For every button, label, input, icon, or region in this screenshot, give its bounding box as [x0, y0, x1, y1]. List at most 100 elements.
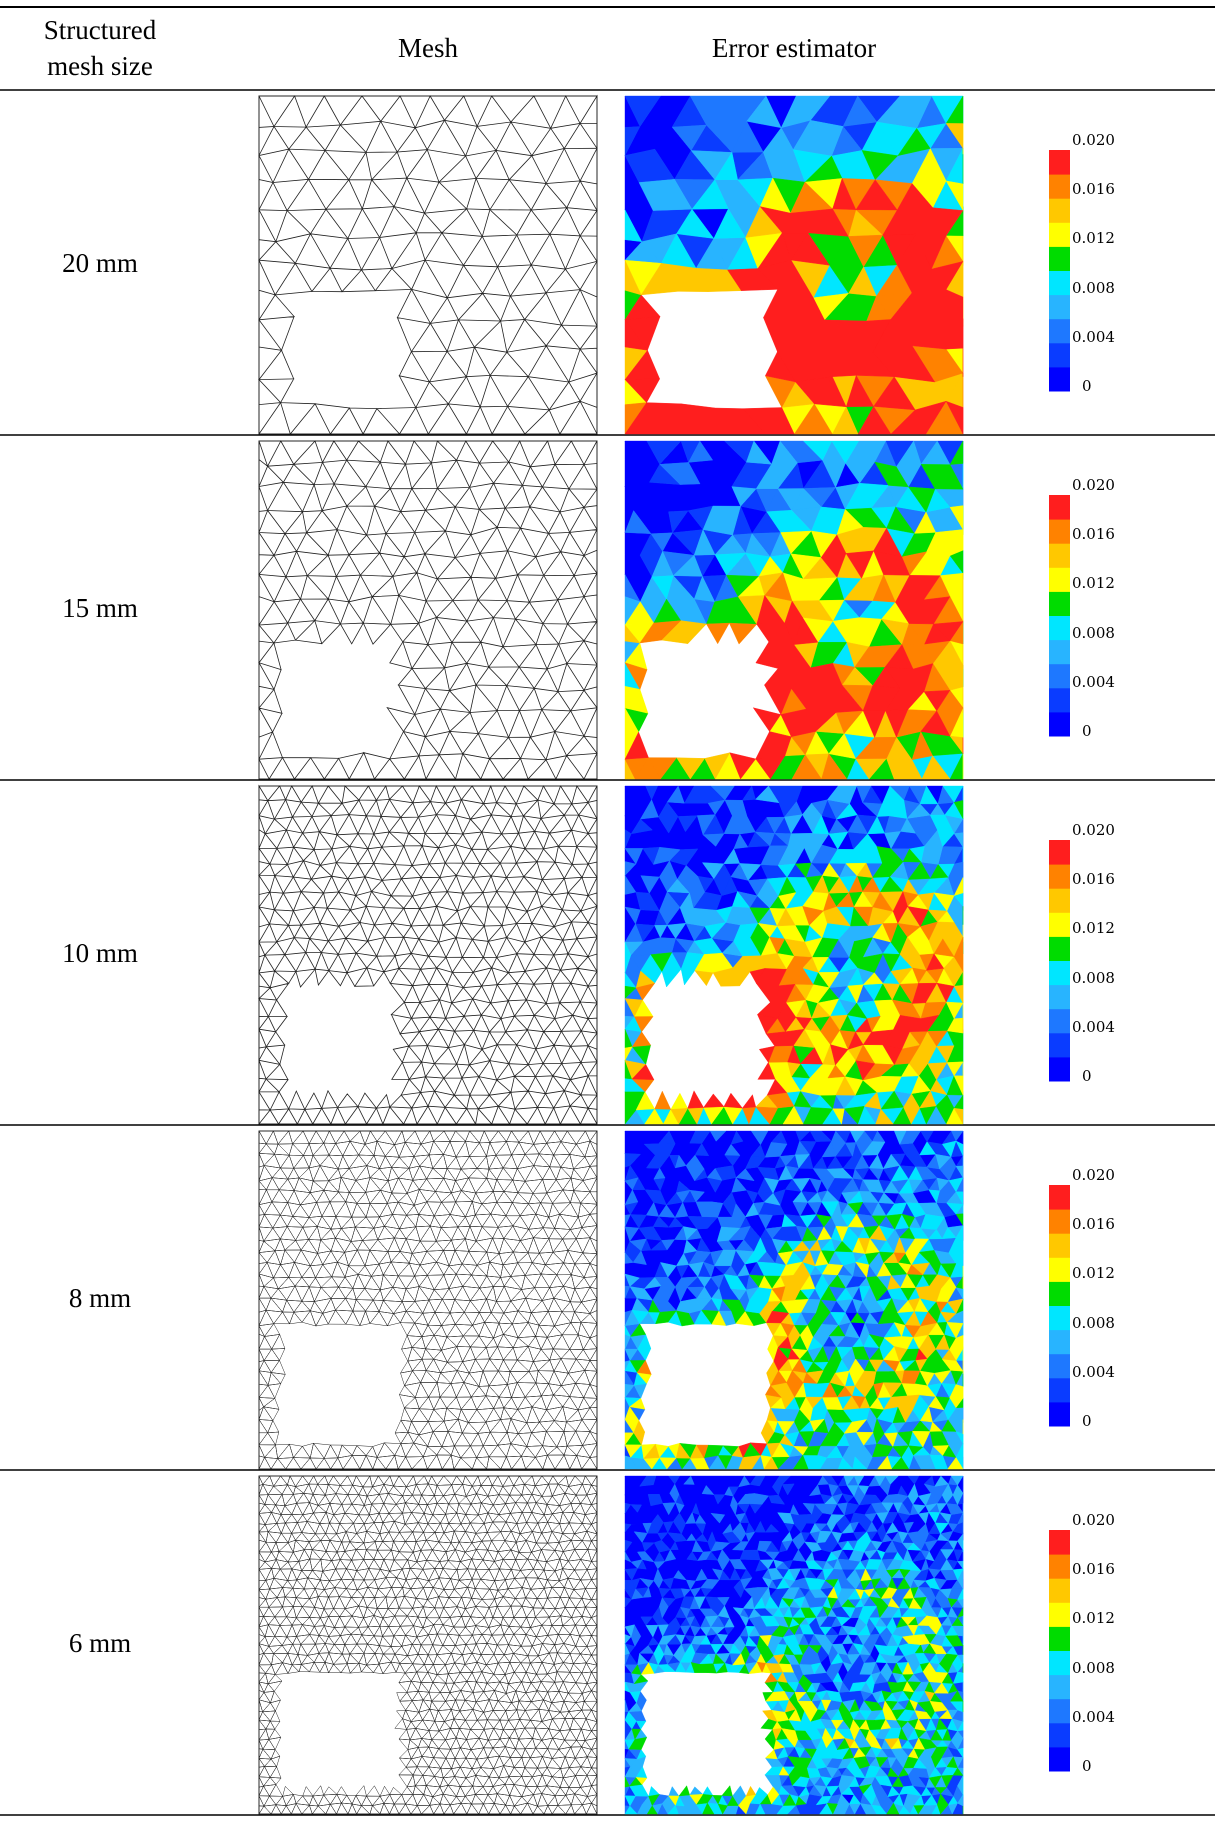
- colorbar-band: [1049, 1722, 1070, 1748]
- colorbar-label: 0.012: [1072, 574, 1115, 593]
- colorbar-band: [1049, 270, 1070, 296]
- colorbar-band: [1049, 1032, 1070, 1058]
- colorbar-band: [1049, 342, 1070, 368]
- colorbar-label: 0.012: [1072, 229, 1115, 248]
- colorbar-label: 0.004: [1072, 1707, 1115, 1726]
- colorbar-band: [1049, 366, 1070, 392]
- colorbar-label: 0: [1082, 1067, 1092, 1085]
- mesh: [258, 784, 598, 1126]
- colorbar-band: [1049, 294, 1070, 320]
- colorbar-band: [1049, 1578, 1070, 1603]
- colorbar-band: [1049, 1257, 1070, 1282]
- colorbar-band: [1049, 1626, 1070, 1651]
- colorbar-label: 0.008: [1072, 968, 1115, 987]
- mesh: [258, 440, 598, 781]
- row-label: 20 mm: [62, 247, 138, 278]
- colorbar-band: [1049, 864, 1070, 889]
- colorbar-label: 0.008: [1072, 1658, 1115, 1677]
- estimator-cells: [738, 1310, 928, 1458]
- colorbar-band: [1049, 1281, 1070, 1306]
- estimator-cells: [756, 1661, 778, 1683]
- colorbar-band: [1049, 1185, 1070, 1210]
- colorbar-band: [1049, 1056, 1070, 1082]
- row-label: 6 mm: [68, 1627, 132, 1658]
- colorbar-band: [1049, 912, 1070, 937]
- colorbar-label: 0.004: [1072, 1362, 1115, 1381]
- colorbar-band: [1049, 318, 1070, 344]
- colorbar-band: [1049, 1530, 1070, 1555]
- colorbar-label: 0.012: [1072, 919, 1115, 938]
- mesh-frame: [258, 440, 598, 780]
- colorbar-label: 0: [1082, 722, 1092, 740]
- colorbar-band: [1049, 840, 1070, 865]
- mesh: [258, 1130, 598, 1470]
- header-cell: Error estimator: [711, 33, 877, 63]
- colorbar-label: 0.004: [1072, 672, 1115, 691]
- colorbar-label: 0.016: [1072, 525, 1115, 544]
- colorbar-label: 0.016: [1072, 180, 1115, 199]
- colorbar-label: 0.012: [1072, 1264, 1115, 1283]
- header-cell: Mesh: [398, 33, 458, 63]
- colorbar-band: [1049, 687, 1070, 713]
- colorbar-band: [1049, 567, 1070, 592]
- colorbar-label: 0: [1082, 377, 1092, 395]
- estimator-cells: [631, 891, 955, 1109]
- colorbar-band: [1049, 1602, 1070, 1627]
- colorbar-band: [1049, 1305, 1070, 1331]
- colorbar-label: 0.020: [1072, 821, 1115, 839]
- colorbar-label: 0.012: [1072, 1609, 1115, 1628]
- estimator-cells: [624, 527, 964, 780]
- colorbar-band: [1049, 1746, 1070, 1772]
- colorbar-band: [1049, 1329, 1070, 1355]
- colorbar-band: [1049, 246, 1070, 271]
- estimator-cells: [624, 177, 964, 435]
- header-cell: Structured mesh size: [43, 15, 157, 81]
- colorbar-label: 0.016: [1072, 1215, 1115, 1234]
- colorbar-label: 0: [1082, 1412, 1092, 1430]
- colorbar-label: 0.004: [1072, 1017, 1115, 1036]
- colorbar-band: [1049, 1650, 1070, 1676]
- colorbar-label: 0.016: [1072, 1560, 1115, 1579]
- colorbar-band: [1049, 174, 1070, 199]
- colorbar-band: [1049, 615, 1070, 641]
- colorbar-band: [1049, 1698, 1070, 1724]
- colorbar-band: [1049, 1674, 1070, 1700]
- colorbar-band: [1049, 1377, 1070, 1403]
- colorbar-band: [1049, 1353, 1070, 1379]
- colorbar-label: 0.008: [1072, 278, 1115, 297]
- colorbar-band: [1049, 1233, 1070, 1258]
- colorbar-band: [1049, 984, 1070, 1010]
- colorbar-label: 0.020: [1072, 1511, 1115, 1529]
- colorbar-band: [1049, 711, 1070, 737]
- colorbar-band: [1049, 543, 1070, 568]
- mesh: [258, 1475, 598, 1815]
- colorbar-band: [1049, 1554, 1070, 1579]
- colorbar-label: 0.004: [1072, 327, 1115, 346]
- colorbar-label: 0.016: [1072, 870, 1115, 889]
- estimator-cells: [636, 1252, 948, 1459]
- colorbar-label: 0.008: [1072, 1313, 1115, 1332]
- colorbar-band: [1049, 519, 1070, 544]
- colorbar-band: [1049, 1401, 1070, 1427]
- row-label: 15 mm: [62, 592, 138, 623]
- colorbar-band: [1049, 888, 1070, 913]
- estimator-cells: [745, 1654, 935, 1797]
- colorbar-band: [1049, 639, 1070, 665]
- colorbar-band: [1049, 198, 1070, 223]
- colorbar-band: [1049, 1008, 1070, 1034]
- colorbar-band: [1049, 960, 1070, 986]
- colorbar-band: [1049, 150, 1070, 175]
- row-label: 8 mm: [68, 1282, 132, 1313]
- colorbar-band: [1049, 591, 1070, 616]
- row-label: 10 mm: [62, 937, 138, 968]
- colorbar-label: 0.020: [1072, 1166, 1115, 1184]
- colorbar-label: 0: [1082, 1757, 1092, 1775]
- colorbar-label: 0.020: [1072, 476, 1115, 494]
- colorbar-band: [1049, 1209, 1070, 1234]
- mesh: [258, 94, 598, 436]
- colorbar-band: [1049, 936, 1070, 961]
- colorbar-band: [1049, 663, 1070, 689]
- colorbar-band: [1049, 222, 1070, 247]
